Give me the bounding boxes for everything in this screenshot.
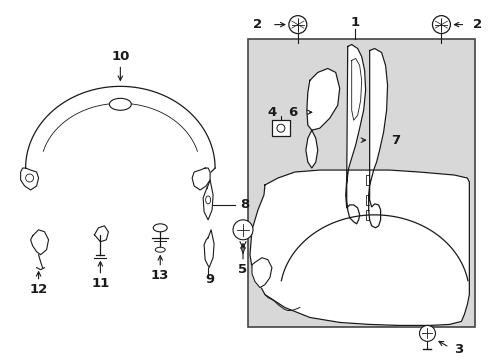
Text: 7: 7: [391, 134, 400, 147]
Polygon shape: [345, 45, 365, 224]
Text: 2: 2: [252, 18, 262, 31]
Text: 3: 3: [453, 343, 463, 356]
Text: 9: 9: [205, 273, 214, 286]
Circle shape: [276, 124, 285, 132]
Text: 4: 4: [267, 106, 276, 119]
Text: 11: 11: [91, 277, 109, 290]
Circle shape: [419, 325, 435, 341]
Text: 12: 12: [29, 283, 48, 296]
Ellipse shape: [109, 98, 131, 110]
Circle shape: [288, 15, 306, 33]
Text: 8: 8: [240, 198, 249, 211]
Polygon shape: [20, 168, 39, 190]
Ellipse shape: [155, 247, 165, 252]
Polygon shape: [249, 170, 468, 325]
Text: 2: 2: [472, 18, 482, 31]
Text: 10: 10: [111, 50, 129, 63]
Polygon shape: [368, 49, 387, 228]
Text: 13: 13: [151, 269, 169, 282]
Text: 6: 6: [288, 106, 297, 119]
Circle shape: [25, 174, 34, 182]
Bar: [271, 120, 289, 136]
Bar: [247, 39, 474, 328]
Ellipse shape: [205, 196, 210, 204]
Polygon shape: [306, 68, 339, 130]
Polygon shape: [31, 230, 48, 255]
Polygon shape: [203, 180, 213, 220]
Circle shape: [431, 15, 449, 33]
Polygon shape: [251, 258, 271, 288]
Polygon shape: [192, 168, 210, 190]
Polygon shape: [305, 130, 317, 168]
Text: 5: 5: [238, 263, 247, 276]
Polygon shape: [203, 230, 214, 268]
Ellipse shape: [153, 224, 167, 232]
Polygon shape: [94, 226, 108, 242]
Circle shape: [233, 220, 252, 240]
Text: 1: 1: [349, 16, 359, 29]
